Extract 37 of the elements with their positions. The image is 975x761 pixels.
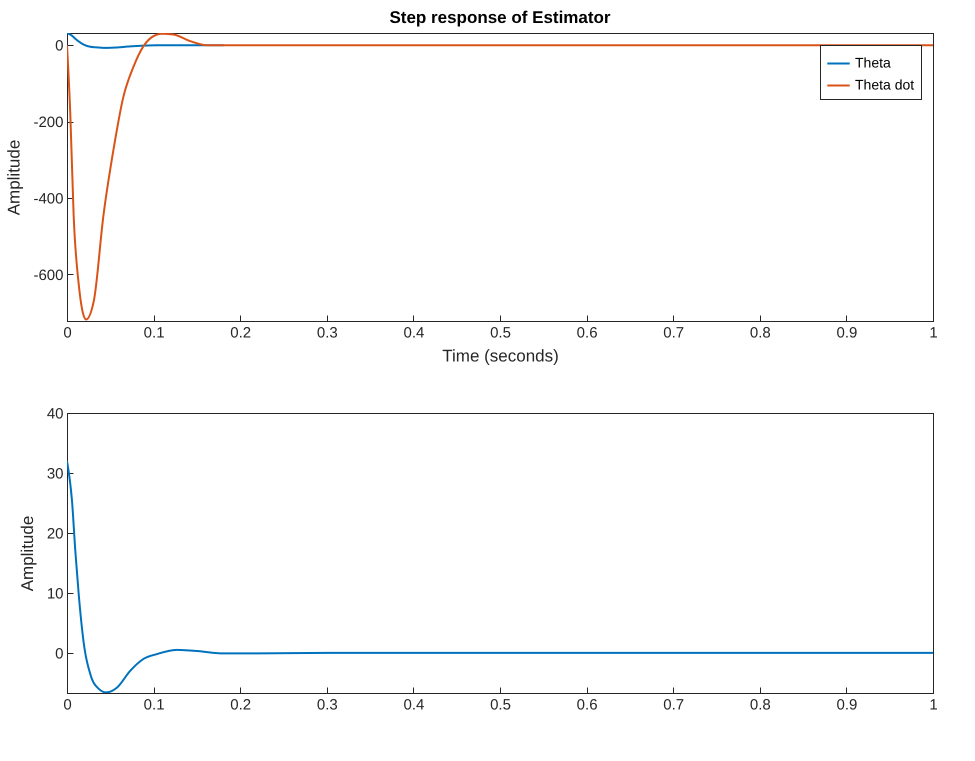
x-tick-label: 1	[929, 324, 938, 342]
x-tick-label: 0.3	[316, 696, 338, 714]
x-tick-label: 0.4	[403, 696, 424, 714]
x-tick-label: 1	[929, 696, 938, 714]
legend-label: Theta dot	[855, 76, 914, 92]
x-tick-label: 0.2	[230, 696, 252, 714]
y-axis-title: Amplitude	[18, 516, 37, 592]
x-tick-label: 0.1	[144, 696, 165, 714]
x-tick-label: 0.9	[836, 324, 858, 342]
x-tick-label: 0.4	[403, 324, 424, 342]
y-axis-title: Amplitude	[4, 140, 24, 216]
x-tick-label: 0.5	[490, 324, 511, 342]
y-tick-label: 0	[55, 645, 64, 662]
line-series	[67, 460, 933, 693]
x-tick-label: 0.5	[490, 696, 511, 714]
y-tick-label: -400	[33, 190, 64, 208]
x-tick-label: 0.9	[836, 696, 858, 714]
y-tick-label: 0	[55, 38, 64, 55]
x-tick-label: 0.3	[316, 324, 338, 342]
y-tick-label: -600	[33, 266, 64, 284]
y-tick-label: 40	[46, 406, 64, 422]
x-tick-label: 0.6	[576, 696, 598, 714]
x-tick-label: 0.7	[663, 324, 684, 342]
y-tick-label: 10	[46, 585, 64, 602]
x-tick-label: 0.2	[230, 324, 252, 342]
y-tick-label: 30	[46, 465, 64, 482]
x-tick-label: 0.6	[576, 324, 598, 342]
x-tick-label: 0.1	[144, 324, 165, 342]
x-tick-label: 0.7	[663, 696, 684, 714]
y-tick-label: 20	[46, 525, 64, 542]
line-series	[67, 33, 933, 320]
chart-title: Step response of Estimator	[389, 8, 611, 27]
x-axis-title: Time (seconds)	[442, 346, 559, 366]
legend-label: Theta	[855, 54, 892, 70]
x-tick-label: 0.8	[750, 696, 771, 714]
y-tick-label: -200	[33, 114, 64, 132]
x-tick-label: 0.8	[750, 324, 771, 342]
